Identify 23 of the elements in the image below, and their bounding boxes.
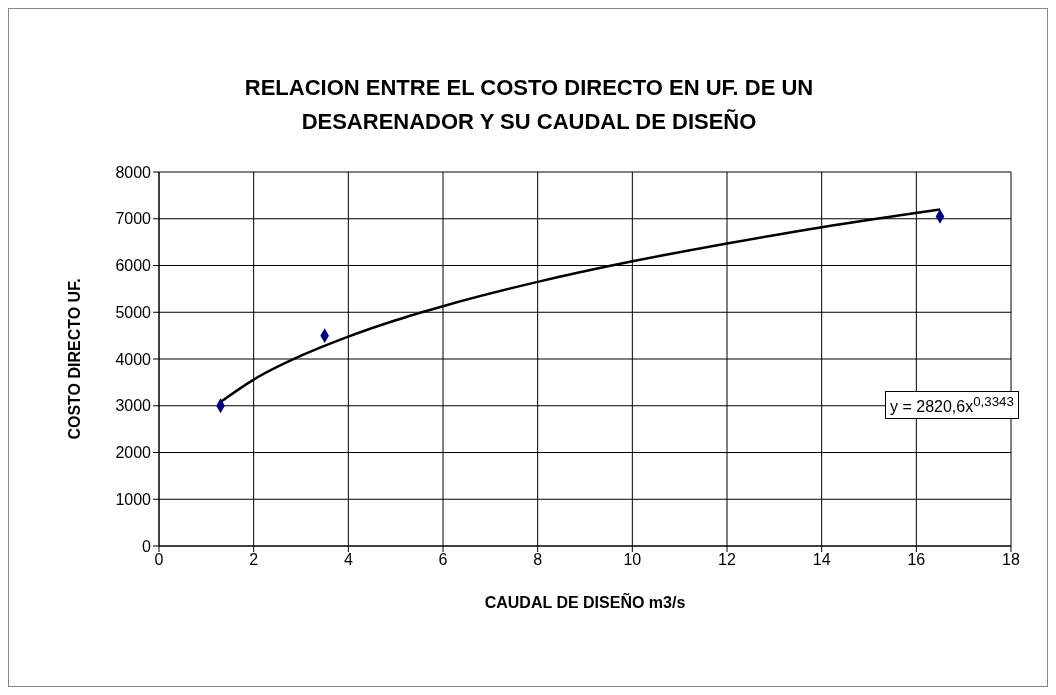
x-tick-label: 4	[343, 551, 353, 569]
x-tick-label: 12	[718, 551, 736, 569]
y-tick-label: 7000	[115, 210, 152, 228]
y-tick-label: 5000	[115, 303, 152, 321]
x-axis-title: CAUDAL DE DISEÑO m3/s	[484, 592, 686, 611]
y-axis-title: COSTO DIRECTO UF.	[65, 278, 83, 440]
x-tick-label: 6	[438, 551, 448, 569]
y-tick-label: 2000	[115, 444, 152, 462]
x-tick-label: 18	[1002, 551, 1020, 569]
y-tick-label: 0	[142, 537, 152, 555]
x-tick-label: 8	[533, 551, 543, 569]
y-tick-label: 1000	[115, 490, 152, 508]
x-tick-label: 14	[812, 551, 831, 569]
y-tick-label: 6000	[115, 257, 152, 275]
x-tick-label: 0	[154, 551, 164, 569]
y-tick-label: 4000	[115, 350, 152, 368]
x-tick-label: 16	[907, 551, 926, 569]
y-tick-label: 3000	[115, 397, 152, 415]
x-tick-label: 2	[249, 551, 259, 569]
chart-title: RELACION ENTRE EL COSTO DIRECTO EN UF. DE UN DESARENADOR Y SU CAUDAL DE DISEÑO	[243, 74, 815, 136]
y-tick-label: 8000	[115, 163, 152, 181]
annotation: y = 2820,6x$^{0,3343}$	[885, 391, 1019, 420]
x-tick-label: 10	[623, 551, 642, 569]
